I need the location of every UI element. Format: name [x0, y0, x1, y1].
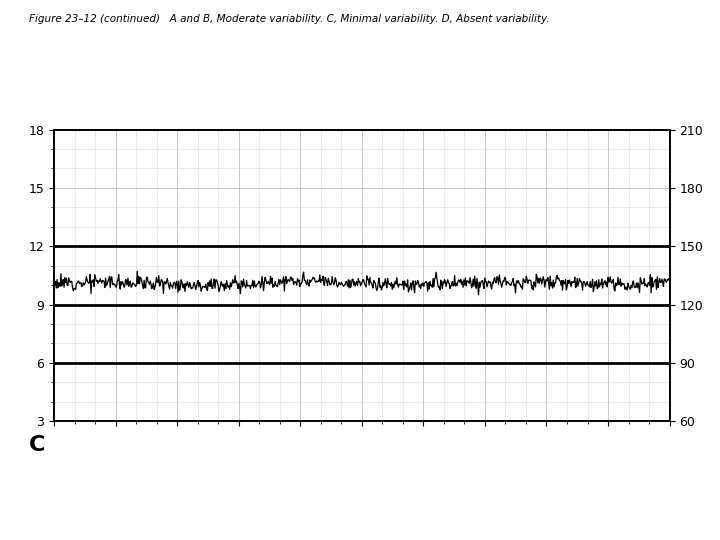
Text: C: C [29, 435, 45, 455]
Text: Figure 23–12 (continued)   A and B, Moderate variability. C, Minimal variability: Figure 23–12 (continued) A and B, Modera… [29, 14, 549, 24]
